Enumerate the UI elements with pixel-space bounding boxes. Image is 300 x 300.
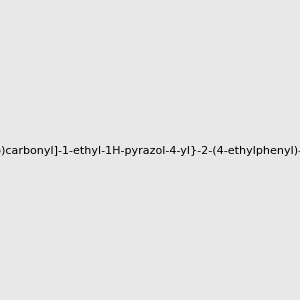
- Text: N-{3-[(cyclohexylamino)carbonyl]-1-ethyl-1H-pyrazol-4-yl}-2-(4-ethylphenyl)-4-qu: N-{3-[(cyclohexylamino)carbonyl]-1-ethyl…: [0, 146, 300, 157]
